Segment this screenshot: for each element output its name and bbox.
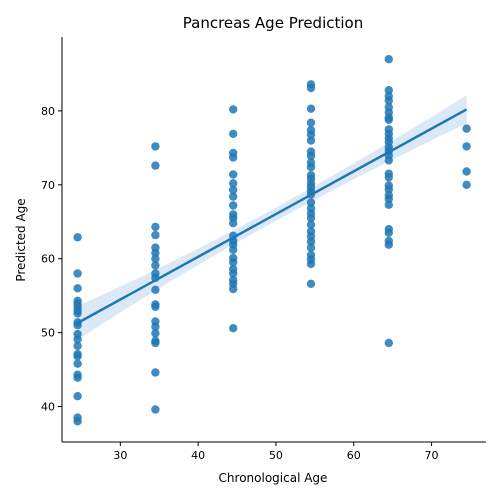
data-point [229, 170, 238, 179]
x-ticks: 30 40 50 60 70 [113, 442, 439, 462]
data-point [462, 167, 471, 176]
data-point [151, 302, 160, 311]
y-tick-label: 40 [41, 401, 55, 414]
y-axis-label: Predicted Age [14, 198, 28, 281]
data-point [384, 86, 393, 95]
data-point [384, 228, 393, 237]
data-point [384, 96, 393, 105]
data-point [306, 83, 316, 93]
y-tick-label: 70 [41, 179, 55, 192]
data-point [151, 230, 160, 240]
data-point [151, 261, 160, 270]
data-point [306, 213, 316, 223]
points-layer [73, 55, 471, 426]
data-point [151, 161, 160, 170]
data-point [151, 405, 160, 414]
confidence-band [77, 95, 467, 341]
x-axis-label: Chronological Age [219, 471, 328, 485]
data-point [384, 115, 393, 125]
data-point [73, 284, 82, 293]
data-point [306, 259, 316, 269]
data-point [306, 118, 316, 127]
data-point [151, 142, 160, 151]
data-point [384, 194, 393, 204]
data-point [229, 179, 238, 188]
data-point [229, 185, 238, 195]
data-point [229, 153, 238, 162]
y-ticks: 40 50 60 70 80 [41, 105, 62, 414]
data-point [229, 284, 238, 294]
y-tick-label: 80 [41, 105, 55, 118]
data-point [73, 233, 82, 242]
data-point [151, 338, 160, 348]
regression-line-layer [76, 108, 468, 325]
data-point [151, 285, 160, 294]
data-point [73, 341, 82, 351]
chart-title: Pancreas Age Prediction [183, 14, 363, 32]
data-point [151, 248, 160, 257]
data-point [306, 243, 316, 252]
data-point [306, 162, 316, 172]
data-point [73, 417, 82, 426]
data-point [151, 329, 160, 338]
data-point [462, 124, 471, 133]
data-point [229, 105, 238, 114]
data-point [73, 392, 82, 401]
data-point [306, 220, 316, 229]
data-point [306, 130, 316, 139]
x-tick-label: 60 [347, 449, 361, 462]
data-point [151, 254, 160, 263]
data-point [229, 269, 238, 278]
data-point [384, 156, 393, 165]
data-point [306, 198, 316, 207]
data-point [384, 173, 393, 182]
data-point [73, 359, 82, 368]
data-point [229, 245, 238, 254]
data-point [306, 136, 316, 145]
data-point [151, 322, 160, 331]
data-point [73, 352, 82, 361]
y-tick-label: 50 [41, 327, 55, 340]
data-point [73, 269, 82, 278]
regression-line [76, 108, 468, 325]
data-point [306, 237, 316, 246]
data-point [229, 129, 238, 138]
x-tick-label: 50 [269, 449, 283, 462]
x-tick-label: 70 [425, 449, 439, 462]
data-point [229, 201, 238, 210]
data-point [306, 104, 316, 113]
confidence-band-layer [77, 95, 467, 341]
data-point [151, 368, 160, 377]
data-point [462, 142, 471, 151]
x-tick-label: 30 [113, 449, 127, 462]
data-point [73, 335, 82, 344]
data-point [462, 180, 471, 189]
data-point [384, 240, 393, 249]
y-tick-label: 60 [41, 253, 55, 266]
data-point [384, 338, 393, 348]
data-point [229, 324, 238, 333]
data-point [384, 185, 393, 194]
data-point [384, 200, 393, 209]
data-point [229, 219, 238, 228]
data-point [151, 222, 160, 232]
data-point [73, 373, 82, 382]
data-point [73, 309, 82, 318]
data-point [306, 279, 316, 288]
data-point [384, 55, 393, 64]
data-point [229, 258, 238, 267]
x-tick-label: 40 [191, 449, 205, 462]
data-point [306, 151, 316, 161]
data-point [229, 192, 238, 201]
